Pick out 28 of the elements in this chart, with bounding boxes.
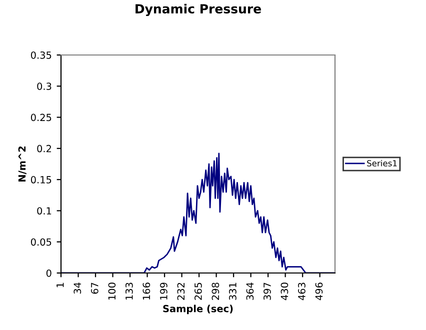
x-tick-label: 1 bbox=[56, 282, 64, 288]
x-tick-label: 133 bbox=[125, 282, 133, 300]
y-tick-label: 0.25 bbox=[30, 114, 52, 122]
x-tick-label: 199 bbox=[160, 282, 168, 300]
x-tick-label: 496 bbox=[315, 282, 323, 300]
x-tick-label: 430 bbox=[280, 282, 288, 300]
x-tick-label: 100 bbox=[108, 282, 116, 300]
y-tick-label: 0.1 bbox=[37, 207, 52, 215]
y-tick-label: 0 bbox=[46, 269, 52, 277]
y-tick-label: 0.15 bbox=[30, 176, 52, 184]
x-tick-label: 265 bbox=[194, 282, 202, 300]
x-tick-label: 298 bbox=[212, 282, 220, 300]
x-axis-title: Sample (sec) bbox=[163, 304, 233, 314]
x-tick-label: 34 bbox=[74, 282, 82, 294]
x-tick-label: 331 bbox=[229, 282, 236, 300]
y-tick-label: 0.05 bbox=[30, 238, 52, 246]
x-tick-label: 463 bbox=[298, 282, 306, 300]
x-tick-label: 166 bbox=[142, 282, 150, 300]
x-tick-label: 397 bbox=[264, 282, 271, 300]
chart-title: Dynamic Pressure bbox=[136, 4, 261, 16]
y-tick-label: 0.2 bbox=[37, 144, 51, 152]
y-tick-label: 0.35 bbox=[30, 51, 52, 59]
legend-label: Series1 bbox=[367, 160, 397, 166]
x-tick-label: 364 bbox=[246, 282, 254, 300]
y-tick-label: 0.3 bbox=[37, 82, 52, 90]
x-tick-label: 67 bbox=[90, 282, 98, 294]
x-tick-label: 232 bbox=[177, 283, 185, 300]
y-axis-title: N/m^2 bbox=[18, 146, 26, 182]
